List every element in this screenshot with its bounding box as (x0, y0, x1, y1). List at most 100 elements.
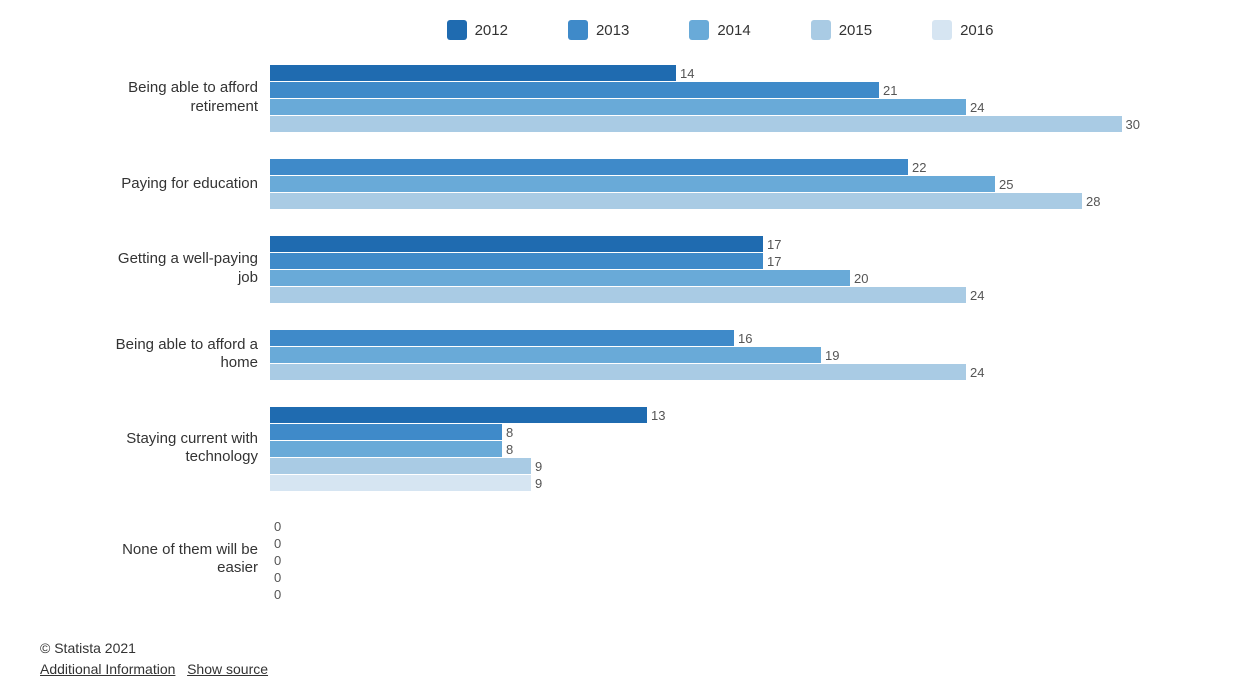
bar-group: 16 19 24 (270, 330, 1140, 381)
bar (270, 99, 966, 115)
bar (270, 236, 763, 252)
footer-copyright-text: Statista 2021 (54, 640, 136, 656)
legend-swatch (932, 20, 952, 40)
bar-value-label: 9 (535, 459, 542, 474)
bar-value-label: 21 (883, 83, 897, 98)
bar-value-label: 28 (1086, 194, 1100, 209)
bar-group: 17 17 20 24 (270, 236, 1140, 304)
bar-row: 0 (270, 552, 1140, 568)
bar (270, 407, 647, 423)
legend-label: 2012 (475, 22, 508, 39)
legend: 2012 2013 2014 2015 2016 (40, 20, 1220, 40)
legend-label: 2013 (596, 22, 629, 39)
bar (270, 82, 879, 98)
legend-label: 2014 (717, 22, 750, 39)
bar-row: 8 (270, 441, 1140, 457)
category-labels-column: Being able to affordretirement Paying for… (40, 65, 270, 629)
legend-item: 2012 (447, 20, 508, 40)
bar-row: 8 (270, 424, 1140, 440)
bar (270, 441, 502, 457)
bar (270, 347, 821, 363)
bar-value-label: 8 (506, 425, 513, 440)
bar-row: 9 (270, 475, 1140, 491)
bar-row: 25 (270, 176, 1140, 192)
bar-value-label: 20 (854, 271, 868, 286)
bar-group: 13 8 8 99 (270, 407, 1140, 492)
bar-row: 0 (270, 569, 1140, 585)
additional-info-link[interactable]: Additional Information (40, 661, 175, 677)
legend-label: 2015 (839, 22, 872, 39)
legend-item: 2015 (811, 20, 872, 40)
bar (270, 65, 676, 81)
bar (270, 424, 502, 440)
bar (270, 116, 1122, 132)
category-label: Paying for education (38, 175, 258, 194)
bar-row: 9 (270, 458, 1140, 474)
bar-value-label: 0 (274, 587, 281, 602)
bar-group: 0 0 0 0 0 (270, 518, 1140, 603)
footer-copyright-label: © Statista 2021 (40, 640, 136, 656)
legend-label: 2016 (960, 22, 993, 39)
bar-group: 22 25 28 (270, 159, 1140, 210)
legend-swatch (568, 20, 588, 40)
legend-item: 2016 (932, 20, 993, 40)
bar-row: 24 (270, 364, 1140, 380)
category-label: Being able to affordretirement (38, 79, 258, 117)
bar (270, 193, 1082, 209)
category-label: None of them will beeasier (38, 541, 258, 579)
bar-value-label: 25 (999, 177, 1013, 192)
bar (270, 270, 850, 286)
bar-row: 30 (270, 116, 1140, 132)
bar (270, 475, 531, 491)
bar-row: 21 (270, 82, 1140, 98)
bar-value-label: 17 (767, 237, 781, 252)
bar-row: 19 (270, 347, 1140, 363)
bar (270, 159, 908, 175)
bar-value-label: 0 (274, 570, 281, 585)
bar (270, 330, 734, 346)
bar-value-label: 8 (506, 442, 513, 457)
bar (270, 176, 995, 192)
bar (270, 287, 966, 303)
bar-value-label: 19 (825, 348, 839, 363)
category-label: Staying current withtechnology (38, 430, 258, 468)
bars-area: 14 21 24 30 22 25 28 17 17 20 24 16 19 24 13 8 8 99 0 0 0 0 0 (270, 65, 1140, 629)
bar-row: 0 (270, 518, 1140, 534)
bar-row: 24 (270, 287, 1140, 303)
bar-value-label: 0 (274, 519, 281, 534)
bar (270, 364, 966, 380)
bar-value-label: 0 (274, 553, 281, 568)
category-label: Being able to afford ahome (38, 336, 258, 374)
bar-value-label: 24 (970, 100, 984, 115)
legend-item: 2014 (689, 20, 750, 40)
bar-value-label: 24 (970, 288, 984, 303)
chart-body: Being able to affordretirement Paying for… (40, 65, 1220, 629)
legend-item: 2013 (568, 20, 629, 40)
chart-footer: © Statista 2021 Additional Information S… (40, 638, 268, 680)
bar-value-label: 14 (680, 66, 694, 81)
bar-value-label: 22 (912, 160, 926, 175)
bar-row: 0 (270, 586, 1140, 602)
legend-swatch (447, 20, 467, 40)
category-label: Getting a well-payingjob (38, 250, 258, 288)
bar-value-label: 0 (274, 536, 281, 551)
bar-group: 14 21 24 30 (270, 65, 1140, 133)
bar-row: 14 (270, 65, 1140, 81)
chart-container: 20122013201420152016 Being able to affor… (40, 20, 1220, 629)
bar-row: 0 (270, 535, 1140, 551)
bar-value-label: 24 (970, 365, 984, 380)
bar-row: 28 (270, 193, 1140, 209)
bar-row: 17 (270, 253, 1140, 269)
bar-row: 22 (270, 159, 1140, 175)
bar-row: 16 (270, 330, 1140, 346)
bar-value-label: 16 (738, 331, 752, 346)
bar-row: 24 (270, 99, 1140, 115)
show-source-link[interactable]: Show source (187, 661, 268, 677)
bar (270, 458, 531, 474)
bar-value-label: 13 (651, 408, 665, 423)
bar-row: 20 (270, 270, 1140, 286)
bar (270, 253, 763, 269)
bar-value-label: 30 (1126, 117, 1140, 132)
legend-swatch (689, 20, 709, 40)
bar-value-label: 17 (767, 254, 781, 269)
